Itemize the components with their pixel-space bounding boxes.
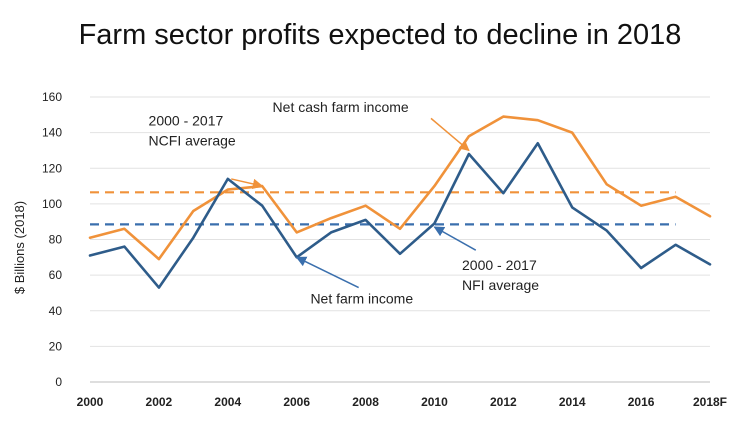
y-tick-labels: 0 20 40 60 80 100 120 140 160 [42,90,62,389]
annotation-label: 2000 - 2017 NFI average [462,257,539,293]
annotation-label: 2000 - 2017 NCFI average [149,113,236,149]
annotation-label: Net cash farm income [273,99,409,115]
annotation-line: Net cash farm income [273,99,409,115]
net-farm-income-line [88,142,712,289]
y-tick-label: 120 [42,161,62,175]
annotations: Net cash farm income 2000 - 2017 NCFI aver… [149,99,540,306]
series-lines [88,115,712,289]
annotation-arrow [231,178,264,190]
x-tick-label: 2014 [559,395,586,409]
y-tick-label: 140 [42,126,62,140]
annotation-line: NFI average [462,277,539,293]
y-tick-label: 0 [55,375,62,389]
y-tick-label: 160 [42,90,62,104]
annotation-label: Net farm income [310,291,413,307]
annotation-line: 2000 - 2017 [149,113,224,129]
x-tick-label: 2008 [352,395,379,409]
x-tick-label: 2006 [283,395,310,409]
chart-title: Farm sector profits expected to decline … [79,19,682,51]
x-tick-label: 2000 [77,395,104,409]
x-tick-label: 2004 [214,395,241,409]
x-tick-label: 2012 [490,395,517,409]
annotation-line: NCFI average [149,133,236,149]
y-axis-label: $ Billions (2018) [12,201,27,294]
y-tick-label: 100 [42,197,62,211]
x-tick-label: 2016 [628,395,655,409]
average-lines [90,191,676,226]
y-tick-label: 20 [49,339,63,353]
annotation-arrow [295,256,359,289]
y-tick-label: 80 [49,233,63,247]
x-tick-labels: 2000 2002 2004 2006 2008 2010 2012 2014 2016 2018… [77,395,727,409]
y-tick-label: 40 [49,304,63,318]
x-tick-label: 2002 [146,395,173,409]
y-tick-label: 60 [49,268,63,282]
net-cash-farm-income-line [88,115,712,261]
annotation-arrow [433,226,477,251]
annotation-line: 2000 - 2017 [462,257,537,273]
x-tick-label: 2018F [693,395,727,409]
annotation-arrow [430,117,470,152]
x-tick-label: 2010 [421,395,448,409]
annotation-line: Net farm income [310,291,413,307]
